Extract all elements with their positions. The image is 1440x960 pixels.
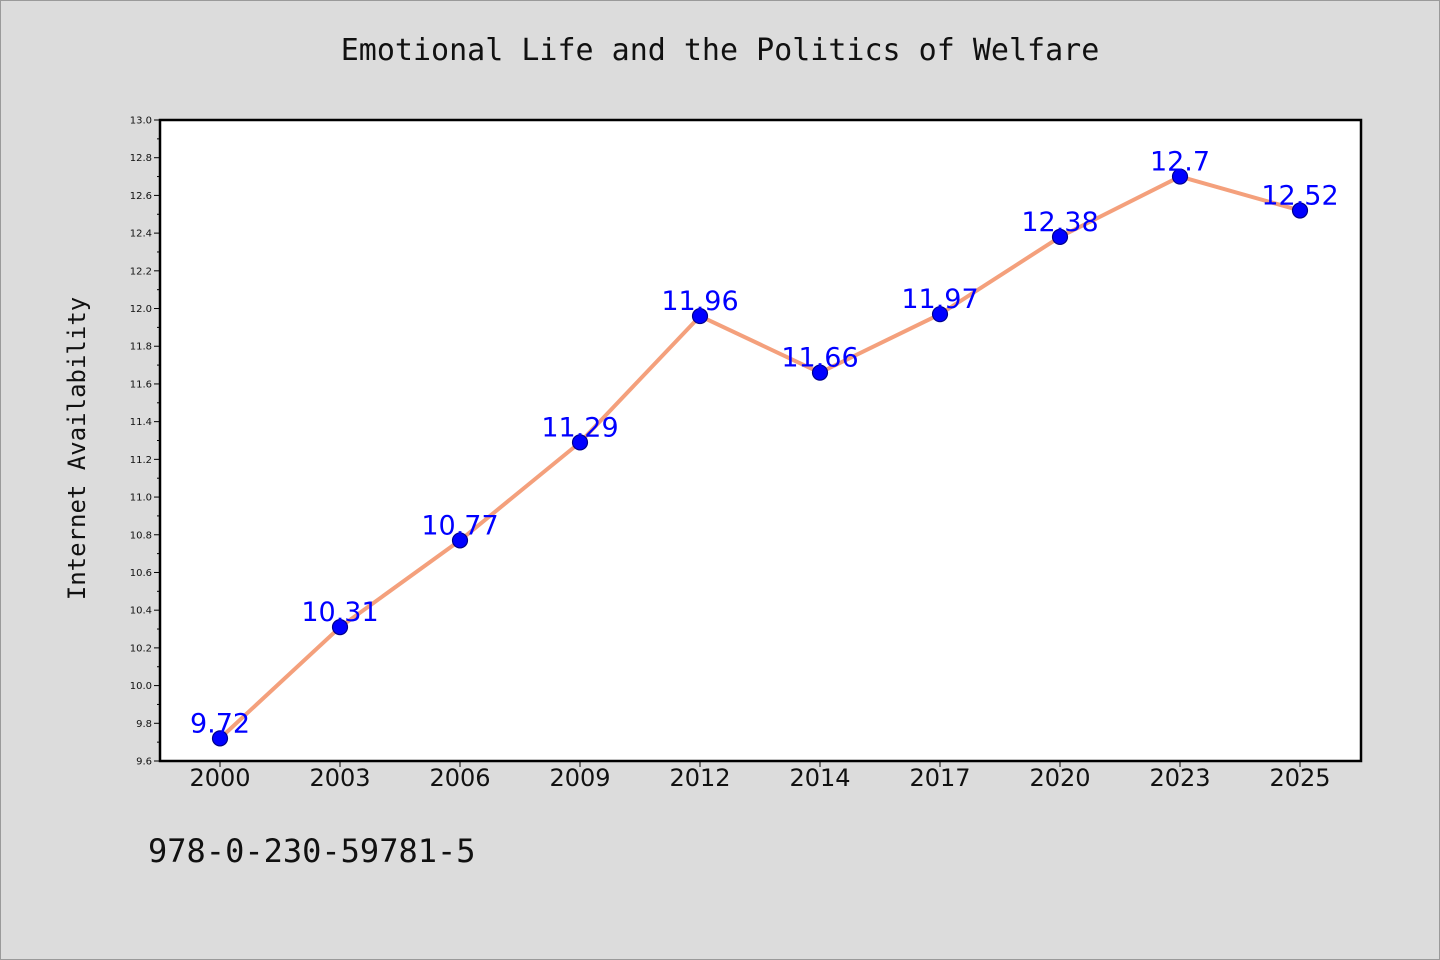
x-tick-label: 2017	[909, 764, 970, 792]
data-point	[1171, 168, 1189, 185]
x-tick-label: 2006	[429, 764, 490, 792]
y-tick-label: 11.2	[130, 455, 152, 466]
x-tick-label: 2023	[1149, 764, 1210, 792]
y-tick-label: 10.6	[130, 568, 152, 579]
x-tick-label: 2003	[309, 764, 370, 792]
chart-title: Emotional Life and the Politics of Welfa…	[340, 33, 1100, 68]
x-tick-label: 2014	[789, 764, 850, 792]
y-tick-label: 13.0	[130, 116, 152, 127]
data-label: 12.52	[1261, 180, 1338, 211]
data-label: 10.77	[421, 510, 498, 541]
y-tick-label: 11.8	[130, 342, 152, 353]
data-label: 11.66	[781, 343, 858, 374]
y-tick-label: 12.0	[130, 304, 152, 315]
data-point	[331, 619, 349, 636]
data-point	[211, 730, 229, 747]
y-axis-label: Internet Availability	[63, 297, 91, 600]
y-tick-label: 10.0	[130, 681, 152, 692]
data-label: 11.29	[541, 412, 618, 443]
y-tick-label: 11.0	[130, 493, 152, 504]
data-label: 11.96	[661, 286, 738, 317]
data-label: 10.31	[301, 597, 378, 628]
data-point	[571, 434, 589, 451]
data-labels: 9.72 10.31 10.77 11.29 11.96 11.66 11.97 12.38 1…	[190, 147, 1339, 740]
data-label: 12.7	[1150, 147, 1210, 178]
data-label: 9.72	[190, 708, 250, 739]
x-tick-label: 2012	[669, 764, 730, 792]
y-tick-label: 9.6	[136, 757, 152, 768]
data-point	[811, 364, 829, 381]
x-tick-label: 2025	[1269, 764, 1330, 792]
y-tick-label: 12.4	[130, 229, 152, 240]
data-point	[1291, 202, 1309, 219]
plot-area	[160, 120, 1361, 761]
y-axis: 9.6 9.8 10.0 10.2 10.4 10.6 10.8 11.0 11.2 11.4 11…	[130, 116, 160, 768]
x-axis: 2000 2003 2006 2009 2012 2014 2017 2020 2023 2025	[189, 761, 1331, 792]
data-point	[1051, 228, 1069, 245]
data-label: 12.38	[1021, 207, 1098, 238]
isbn-footer: 978-0-230-59781-5	[148, 832, 476, 870]
x-tick-label: 2000	[189, 764, 250, 792]
data-point	[451, 532, 469, 549]
y-tick-label: 11.6	[130, 379, 152, 390]
data-label: 11.97	[901, 284, 978, 315]
y-tick-label: 12.8	[130, 153, 152, 164]
y-tick-label: 10.2	[130, 643, 152, 654]
y-tick-label: 10.4	[130, 606, 152, 617]
data-point	[691, 307, 709, 325]
y-tick-label: 11.4	[130, 417, 152, 428]
y-tick-label: 12.6	[130, 191, 152, 202]
data-markers	[211, 168, 1309, 747]
y-tick-label: 10.8	[130, 530, 152, 541]
series-line	[218, 174, 1301, 740]
x-tick-label: 2020	[1029, 764, 1090, 792]
data-point	[931, 306, 949, 323]
y-tick-label: 9.8	[136, 719, 152, 730]
x-tick-label: 2009	[549, 764, 610, 792]
y-tick-label: 12.2	[130, 266, 152, 277]
plot-border	[158, 118, 1363, 763]
